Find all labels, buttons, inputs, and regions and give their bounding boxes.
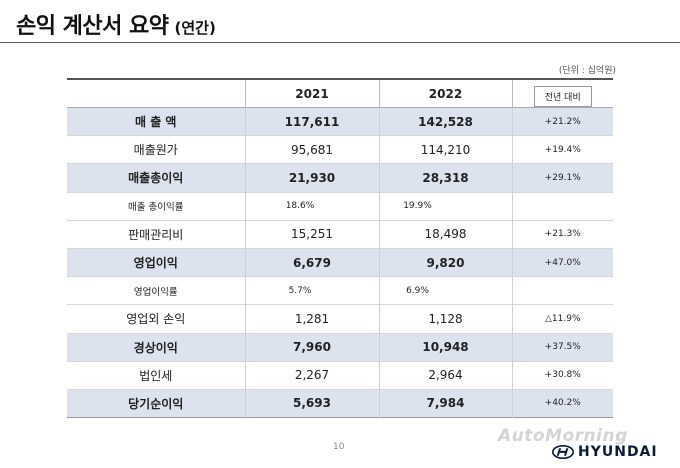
value-2021: 117,611 xyxy=(244,107,379,136)
value-2022: 18,498 xyxy=(378,220,512,249)
table-row: 매출원가 95,681 114,210 +19.4% xyxy=(67,135,613,164)
header-label-cell xyxy=(67,79,245,108)
income-statement-table: 2021 2022 전년 대비 매 출 액 117,611 142,528 +21.2… xyxy=(67,78,613,418)
value-2022: 1,128 xyxy=(378,304,512,333)
table-row: 매 출 액 117,611 142,528 +21.2% xyxy=(67,107,613,136)
page-number: 10 xyxy=(333,442,345,452)
row-label: 판매관리비 xyxy=(128,227,184,242)
value-2021: 21,930 xyxy=(244,163,379,193)
row-label: 매출 총이익률 xyxy=(128,202,184,214)
brand-logo: HYUNDAI xyxy=(552,444,658,460)
table-header-row: 2021 2022 전년 대비 xyxy=(67,79,613,108)
value-2022: 10,948 xyxy=(378,333,512,362)
page-title: 손익 계산서 요약 xyxy=(16,14,169,39)
row-label: 매 출 액 xyxy=(67,107,245,136)
table-row: 법인세 2,267 2,964 +30.8% xyxy=(67,361,613,390)
table-row: 매출총이익 21,930 28,318 +29.1% xyxy=(67,163,613,193)
value-2021: 1,281 xyxy=(244,304,379,333)
watermark: AutoMorning xyxy=(498,426,628,446)
header-2022: 2022 xyxy=(378,79,512,108)
yoy-change: +21.2% xyxy=(511,107,613,136)
row-label: 영업이익률 xyxy=(133,286,178,298)
hyundai-logo-icon xyxy=(552,445,574,459)
yoy-change: +21.3% xyxy=(511,220,613,249)
value-2021: 6,679 xyxy=(244,248,379,277)
value-2022: 19.9% xyxy=(378,192,512,221)
yoy-change: +37.5% xyxy=(511,333,613,362)
value-2021: 95,681 xyxy=(244,135,379,164)
yoy-change xyxy=(511,276,613,305)
table-row: 영업이익률 5.7% 6.9% xyxy=(67,276,613,305)
unit-note: (단위 : 십억원) xyxy=(558,66,616,76)
title-divider xyxy=(0,42,680,43)
value-2022: 6.9% xyxy=(378,276,512,305)
row-label: 매출원가 xyxy=(133,143,178,158)
yoy-change xyxy=(511,192,613,221)
row-label: 영업이익 xyxy=(67,248,245,277)
value-2022: 2,964 xyxy=(378,361,512,390)
value-2021: 5,693 xyxy=(244,389,379,418)
value-2021: 5.7% xyxy=(244,276,379,305)
value-2021: 18.6% xyxy=(244,192,379,221)
yoy-change: △11.9% xyxy=(511,304,613,333)
value-2021: 7,960 xyxy=(244,333,379,362)
brand-name: HYUNDAI xyxy=(578,444,658,460)
value-2021: 15,251 xyxy=(244,220,379,249)
yoy-change: +30.8% xyxy=(511,361,613,390)
row-label: 매출총이익 xyxy=(67,163,245,193)
page-subtitle: (연간) xyxy=(174,19,216,37)
value-2022: 7,984 xyxy=(378,389,512,418)
value-2022: 142,528 xyxy=(378,107,512,136)
table-row: 경상이익 7,960 10,948 +37.5% xyxy=(67,333,613,362)
row-label: 경상이익 xyxy=(67,333,245,362)
header-yoy: 전년 대비 xyxy=(533,86,592,107)
yoy-change: +19.4% xyxy=(511,135,613,164)
value-2022: 9,820 xyxy=(378,248,512,277)
yoy-change: +47.0% xyxy=(511,248,613,277)
table-row: 당기순이익 5,693 7,984 +40.2% xyxy=(67,389,613,418)
value-2022: 114,210 xyxy=(378,135,512,164)
yoy-change: +40.2% xyxy=(511,389,613,418)
row-label: 영업외 손익 xyxy=(126,312,186,327)
value-2022: 28,318 xyxy=(378,163,512,193)
table-row: 영업이익 6,679 9,820 +47.0% xyxy=(67,248,613,277)
row-label: 법인세 xyxy=(139,368,173,383)
header-2021: 2021 xyxy=(244,79,379,108)
table-row: 영업외 손익 1,281 1,128 △11.9% xyxy=(67,304,613,333)
header-yoy-cell: 전년 대비 xyxy=(511,79,613,108)
table-row: 매출 총이익률 18.6% 19.9% xyxy=(67,192,613,221)
yoy-change: +29.1% xyxy=(511,163,613,193)
table-row: 판매관리비 15,251 18,498 +21.3% xyxy=(67,220,613,249)
value-2021: 2,267 xyxy=(244,361,379,390)
page-header: 손익 계산서 요약 (연간) xyxy=(16,8,216,39)
row-label: 당기순이익 xyxy=(67,389,245,418)
